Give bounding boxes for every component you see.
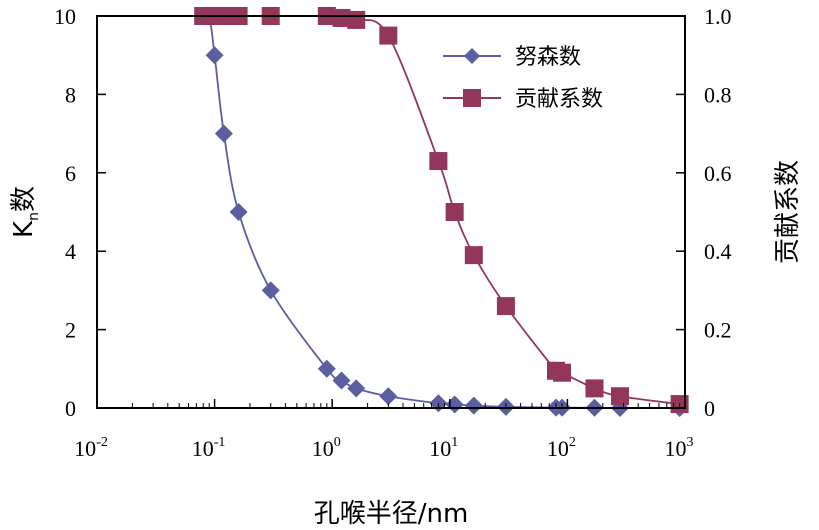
y-right-axis-ticks: 0 0.2 0.4 0.6 0.8 1.0 (676, 4, 732, 421)
x-tick-label: 101 (429, 435, 458, 461)
y-left-axis-label: Kn数 (9, 186, 42, 238)
svg-text:贡献系数: 贡献系数 (773, 160, 803, 264)
series-2-point (445, 203, 464, 221)
legend: 努森数 贡献系数 (443, 45, 603, 112)
series-2-point (429, 152, 448, 171)
y-left-axis-ticks: 0 2 4 6 8 10 (54, 4, 106, 421)
series-1-point (347, 379, 366, 398)
y-right-tick-label: 0.8 (704, 82, 732, 107)
y-right-axis-label: 贡献系数 (773, 160, 803, 264)
series-2-point (496, 297, 515, 316)
plot-frame (96, 15, 686, 409)
y-left-label-sub: n (26, 212, 42, 221)
series-1-point (229, 203, 248, 221)
series-1-point (205, 46, 224, 65)
y-right-tick-label: 0.6 (704, 161, 732, 186)
x-tick-label: 10-1 (192, 435, 226, 461)
x-axis-ticks: 10-2 10-1 100 101 102 103 (74, 399, 694, 461)
y-right-tick-label: 0.4 (704, 239, 732, 264)
y-left-tick-label: 6 (65, 161, 76, 186)
series-markers (194, 7, 689, 417)
series-2-point (585, 379, 604, 398)
y-right-tick-label: 1.0 (704, 4, 732, 29)
series-2-point (610, 387, 629, 406)
y-right-tick-label: 0 (704, 396, 715, 421)
series-1-point (464, 396, 483, 415)
series-2-point (553, 363, 572, 382)
x-axis-label: 孔喉半径/nm (314, 499, 469, 529)
series-1-point (317, 359, 336, 378)
series-2-point (379, 26, 398, 45)
legend-label-series-1: 努森数 (515, 45, 581, 70)
y-left-tick-label: 4 (65, 239, 76, 264)
series-1-point (379, 387, 398, 406)
series-1-point (214, 124, 233, 143)
legend-label-series-2: 贡献系数 (515, 87, 603, 112)
y-left-label-rest: 数 (9, 186, 39, 212)
series-2-point (332, 8, 351, 27)
series-curves (202, 12, 680, 409)
x-tick-label: 102 (547, 435, 576, 461)
svg-text:Kn数: Kn数 (9, 186, 42, 238)
y-left-label-main: K (9, 220, 39, 238)
legend-marker-square (463, 89, 481, 107)
y-right-tick-label: 0.2 (704, 318, 732, 343)
series-1-point (332, 371, 351, 390)
y-left-tick-label: 0 (65, 396, 76, 421)
series-1-point (445, 395, 464, 414)
series-1-point (261, 281, 280, 300)
y-left-tick-label: 2 (65, 318, 76, 343)
series-1-line (202, 12, 680, 409)
series-2-point (347, 10, 366, 29)
series-2-line (203, 14, 680, 405)
x-tick-label: 103 (665, 435, 694, 461)
y-left-tick-label: 8 (65, 82, 76, 107)
y-left-tick-label: 10 (54, 4, 76, 29)
legend-marker-diamond (464, 48, 480, 64)
series-2-point (464, 246, 483, 265)
x-tick-label: 100 (312, 435, 341, 461)
x-tick-label: 10-2 (74, 435, 108, 461)
